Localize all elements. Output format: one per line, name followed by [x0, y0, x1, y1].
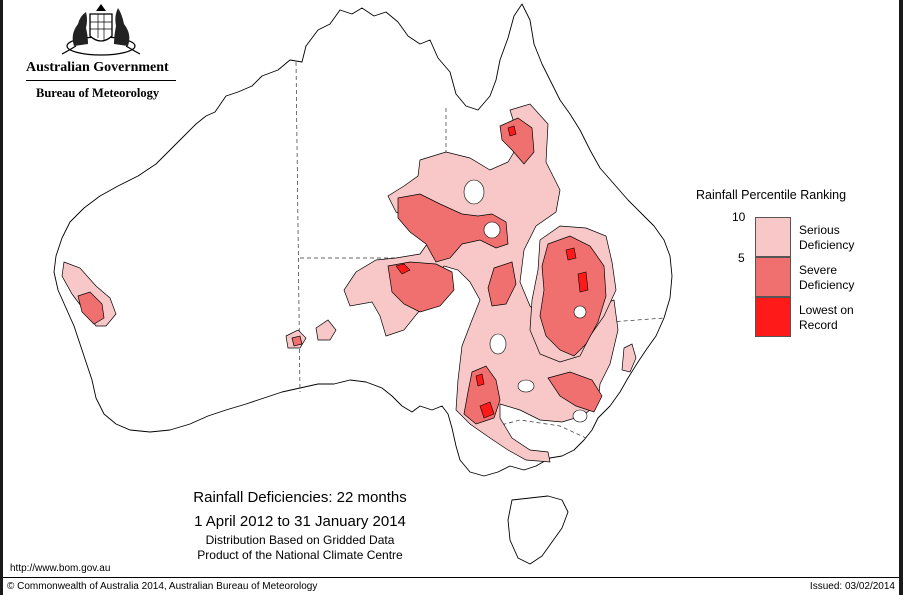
- lowest-on-record-areas: [395, 125, 589, 419]
- severe-area-wa: [77, 291, 105, 325]
- map-caption: Rainfall Deficiencies: 22 months 1 April…: [160, 488, 440, 563]
- severe-area-nsw: [547, 371, 603, 413]
- right-frame: [899, 0, 903, 595]
- caption-method: Distribution Based on Gridded Data: [205, 533, 395, 547]
- footer-divider: [3, 577, 899, 578]
- issued-date: Issued: 03/02/2014: [809, 581, 895, 592]
- severe-area-sa-island: [291, 335, 303, 347]
- swatch-lowest-on-record: [755, 297, 791, 337]
- government-logo: Australian Government Bureau of Meteorol…: [22, 2, 182, 106]
- legend-tick-5: 5: [738, 251, 745, 265]
- severe-area-sa-corridor: [487, 261, 517, 307]
- pocket-2: [483, 221, 501, 239]
- copyright-notice: © Commonwealth of Australia 2014, Austra…: [7, 581, 318, 592]
- severe-area-sa-north: [387, 261, 455, 313]
- serious-area-central: [343, 103, 619, 463]
- unaffected-pockets: [463, 179, 588, 423]
- severe-area-qld: [539, 235, 607, 357]
- caption-dates: 1 April 2012 to 31 January 2014: [194, 513, 406, 530]
- severe-area-nt: [397, 193, 509, 263]
- pocket-1: [463, 179, 485, 205]
- nsw-vic-border: [481, 419, 587, 439]
- swatch-severe-deficiency: [755, 257, 791, 297]
- legend-title: Rainfall Percentile Ranking: [696, 188, 847, 202]
- government-name: Australian Government: [26, 60, 169, 75]
- pocket-6: [517, 379, 535, 393]
- pocket-3: [573, 305, 587, 319]
- severe-deficiency-areas: [77, 117, 607, 425]
- swatch-serious-deficiency: [755, 217, 791, 257]
- legend-label-severe: Severe Deficiency: [799, 263, 855, 292]
- map-legend: Rainfall Percentile Ranking 10 5 Serious…: [690, 185, 890, 345]
- legend-label-lowest: Lowest on Record: [799, 303, 854, 332]
- tasmania-outline: [507, 495, 569, 565]
- bom-url-link[interactable]: http://www.bom.gov.au: [10, 563, 111, 574]
- pocket-4: [489, 333, 507, 355]
- lowest-area-sa-2: [475, 373, 485, 387]
- lowest-area-nt: [395, 263, 411, 275]
- lowest-area-north: [507, 125, 517, 137]
- caption-product: Product of the National Climate Centre: [197, 548, 403, 562]
- lowest-area-qld: [565, 247, 577, 261]
- legend-tick-10: 10: [732, 210, 746, 224]
- serious-area-sa-island: [315, 319, 337, 341]
- pocket-5: [572, 409, 588, 423]
- serious-area-qld-coast: [621, 343, 637, 373]
- left-frame: [0, 0, 3, 595]
- agency-name: Bureau of Meteorology: [36, 86, 160, 100]
- lowest-area-qld-2: [577, 271, 589, 293]
- coat-of-arms-icon: [61, 4, 141, 56]
- logo-divider: [26, 80, 176, 81]
- legend-label-serious: Serious Deficiency: [799, 223, 855, 252]
- lowest-area-sa: [479, 401, 495, 419]
- caption-title: Rainfall Deficiencies: 22 months: [193, 489, 407, 506]
